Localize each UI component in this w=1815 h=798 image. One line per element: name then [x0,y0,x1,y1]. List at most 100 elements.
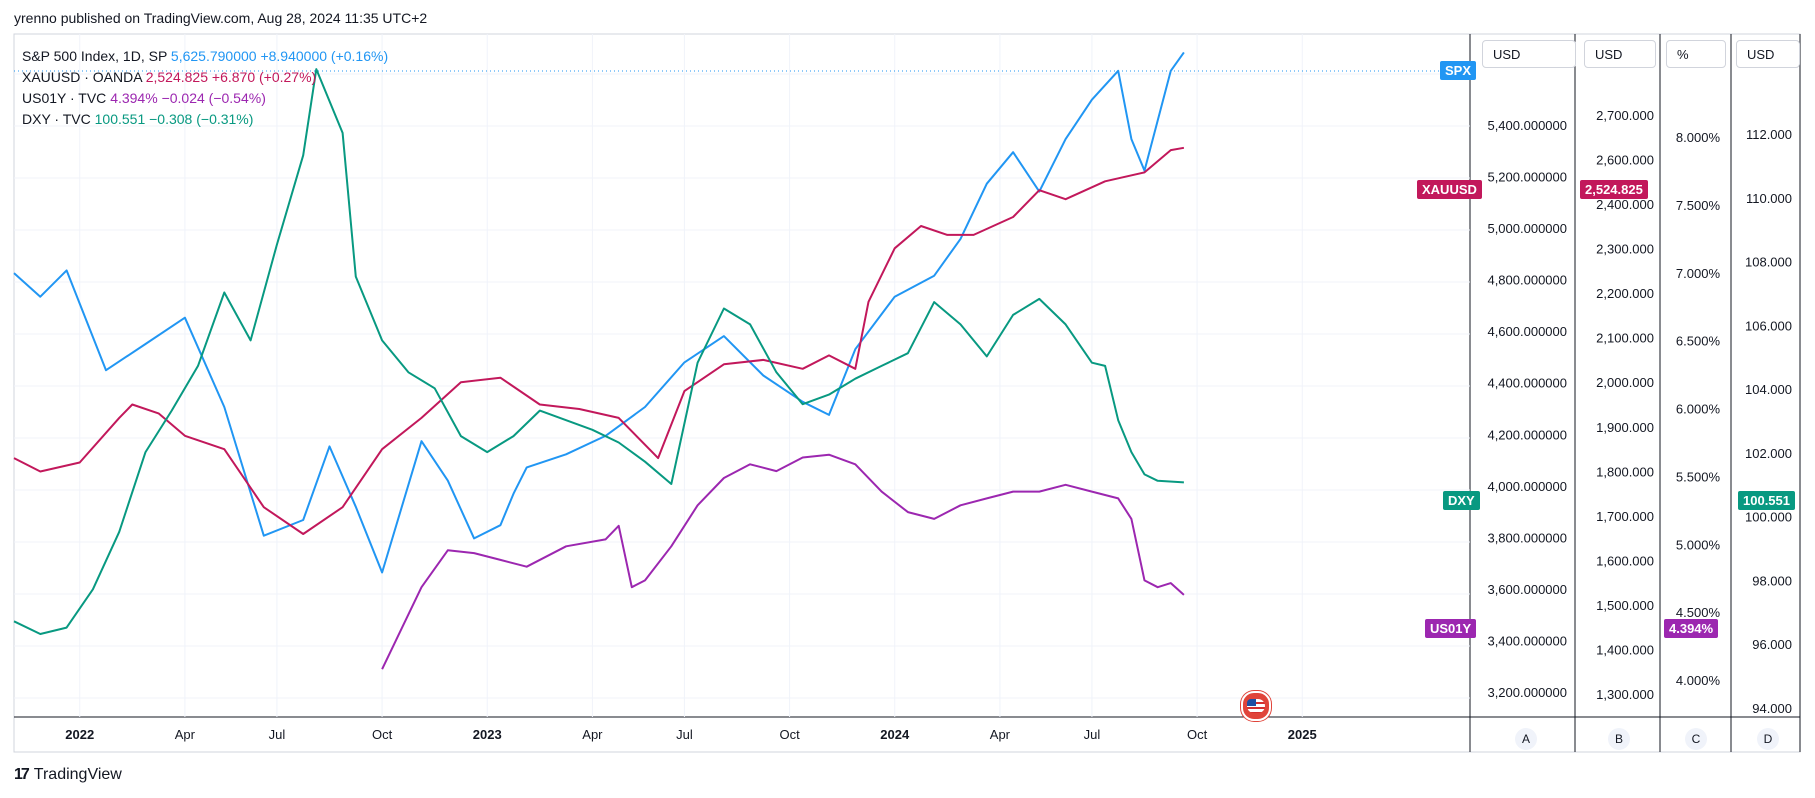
xauusd-tag: XAUUSD [1417,180,1482,199]
scale-d-tick: 94.000 [1752,701,1792,716]
time-tick-label: Jul [269,727,286,742]
scale-d-tick: 96.000 [1752,637,1792,652]
legend-row-us01y[interactable]: US01Y · TVC 4.394% −0.024 (−0.54%) [22,88,388,109]
scale-a-tick: 5,200.000000 [1487,170,1567,185]
scale-b-tick: 2,100.000 [1596,331,1654,346]
scale-b-id[interactable]: B [1608,728,1630,750]
scale-a-tick: 4,600.000000 [1487,324,1567,339]
scale-b-tick: 2,700.000 [1596,108,1654,123]
us01y-price-tag: 4.394% [1664,619,1719,638]
publisher-header: yrenno published on TradingView.com, Aug… [14,10,428,26]
legend-change: −0.024 (−0.54%) [161,90,266,106]
scale-d-tick: 100.000 [1745,510,1792,525]
series-line-spx [13,51,1185,574]
series-line-us01y [381,453,1185,670]
legend-name: US01Y · TVC [22,90,107,106]
scale-a-tick: 3,600.000000 [1487,582,1567,597]
scale-a-tick: 5,000.000000 [1487,221,1567,236]
scale-a-tick: 4,800.000000 [1487,273,1567,288]
legend-name: XAUUSD · OANDA [22,69,142,85]
scale-a-tick: 3,800.000000 [1487,530,1567,545]
spx-tag: SPX [1440,61,1477,80]
scale-b-tick: 1,700.000 [1596,509,1654,524]
scale-a-tick: 4,200.000000 [1487,427,1567,442]
scale-d-tick: 110.000 [1746,191,1792,206]
chart-legend: S&P 500 Index, 1D, SP 5,625.790000 +8.94… [22,46,388,130]
scale-c-tick: 4.500% [1676,605,1721,620]
scale-d-tick: 98.000 [1752,573,1792,588]
tradingview-logo[interactable]: 17 TradingView [14,766,122,784]
scale-c-id[interactable]: C [1685,728,1707,750]
legend-value: 5,625.790000 [170,48,257,64]
legend-row-xauusd[interactable]: XAUUSD · OANDA 2,524.825 +6.870 (+0.27%) [22,67,388,88]
dxy-price-tag: 100.551 [1738,491,1795,510]
scale-c-tick: 6.000% [1676,402,1721,417]
scale-c-tick: 5.500% [1676,469,1721,484]
scale-c-tick: 5.000% [1676,537,1721,552]
time-tick-label: Jul [1084,727,1101,742]
scale-b-tick: 2,000.000 [1596,375,1654,390]
legend-value: 2,524.825 [145,69,208,85]
tradingview-brand: TradingView [33,766,122,783]
scale-c-tick: 7.500% [1676,198,1721,213]
scale-a-id[interactable]: A [1515,728,1537,750]
time-tick-label: Jul [676,727,693,742]
time-tick-label: Oct [779,727,800,742]
legend-change: −0.308 (−0.31%) [149,111,254,127]
scale-c-unit[interactable]: % [1666,40,1726,68]
scale-c-tick: 6.500% [1676,334,1721,349]
scale-d-tick: 102.000 [1745,446,1792,461]
legend-value: 100.551 [94,111,146,127]
scale-b-tick: 2,300.000 [1596,242,1654,257]
scale-a-tick: 3,200.000000 [1487,685,1567,700]
time-tick-label: 2022 [65,727,94,742]
time-tick-label: 2023 [473,727,502,742]
legend-row-dxy[interactable]: DXY · TVC 100.551 −0.308 (−0.31%) [22,109,388,130]
scale-b-tick: 1,500.000 [1596,598,1654,613]
legend-name: S&P 500 Index, 1D, SP [22,48,168,64]
scale-b-tick: 2,200.000 [1596,286,1654,301]
scale-b-tick: 2,400.000 [1596,197,1654,212]
time-tick-label: Oct [1187,727,1208,742]
scale-d-unit[interactable]: USD [1736,40,1800,68]
time-tick-label: 2024 [880,727,910,742]
legend-row-spx[interactable]: S&P 500 Index, 1D, SP 5,625.790000 +8.94… [22,46,388,67]
scale-d-id[interactable]: D [1757,728,1779,750]
scale-b-tick: 2,600.000 [1596,153,1654,168]
legend-value: 4.394% [110,90,158,106]
series-line-xauusd [13,146,1185,535]
time-tick-label: Apr [582,727,603,742]
scale-d-tick: 104.000 [1745,382,1792,397]
scale-b-tick: 1,400.000 [1596,642,1654,657]
scale-d-tick: 108.000 [1745,255,1792,270]
time-tick-label: Apr [990,727,1011,742]
time-tick-label: Apr [175,727,196,742]
scale-a-tick: 3,400.000000 [1487,633,1567,648]
legend-change: +8.940000 (+0.16%) [260,48,389,64]
scale-a-tick: 4,000.000000 [1487,479,1567,494]
scale-d-tick: 106.000 [1745,318,1792,333]
scale-a-tick: 5,400.000000 [1487,118,1567,133]
scale-b-tick: 1,300.000 [1596,687,1654,702]
scale-b-tick: 1,600.000 [1596,553,1654,568]
scale-b-tick: 1,900.000 [1596,420,1654,435]
scale-a-unit[interactable]: USD [1482,40,1576,68]
us-flag-event-icon[interactable] [1241,691,1271,721]
xauusd-price-tag: 2,524.825 [1580,180,1648,199]
time-tick-label: 2025 [1288,727,1317,742]
scale-c-tick: 4.000% [1676,673,1721,688]
legend-name: DXY · TVC [22,111,91,127]
scale-d-tick: 112.000 [1746,127,1792,142]
dxy-tag: DXY [1443,491,1480,510]
scale-c-tick: 7.000% [1676,266,1721,281]
series-line-dxy [13,68,1184,635]
scale-c-tick: 8.000% [1676,130,1721,145]
scale-a-tick: 4,400.000000 [1487,376,1567,391]
time-tick-label: Oct [372,727,393,742]
legend-change: +6.870 (+0.27%) [211,69,317,85]
scale-b-tick: 1,800.000 [1596,464,1654,479]
scale-b-unit[interactable]: USD [1584,40,1656,68]
tradingview-mark-icon: 17 [14,766,30,783]
us01y-tag: US01Y [1425,619,1477,638]
